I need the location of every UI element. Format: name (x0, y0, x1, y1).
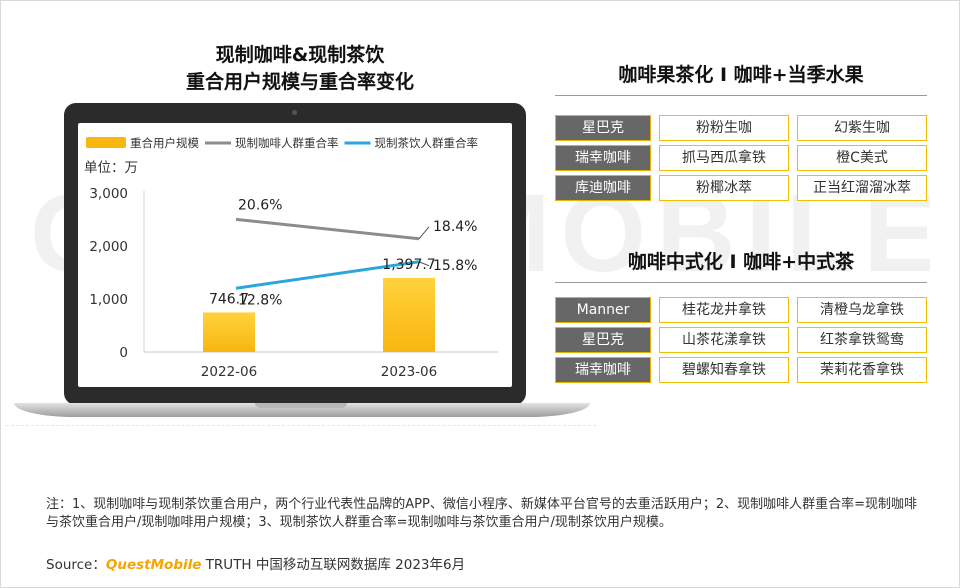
drink-cell: 正当红溜溜冰萃 (797, 175, 927, 201)
source-line: Source：QuestMobile TRUTH 中国移动互联网数据库 2023… (46, 553, 465, 573)
chart-title-line-1: 现制咖啡&现制茶饮 (215, 44, 385, 66)
bar-value-label: 746.7 (209, 291, 249, 307)
fruit-coffee-table: 星巴克 粉粉生咖 幻紫生咖 瑞幸咖啡 抓马西瓜拿铁 橙C美式 库迪咖啡 粉椰冰萃 正当红溜溜冰萃 (555, 115, 927, 205)
y-tick-label: 2,000 (89, 239, 128, 255)
y-tick-label: 1,000 (89, 292, 128, 308)
chart-title: 现制咖啡&现制茶饮 重合用户规模与重合率变化 (110, 42, 490, 96)
section-title-tea: 咖啡中式化 I 咖啡+中式茶 (555, 247, 927, 283)
source-brand: QuestMobile (105, 557, 202, 573)
laptop-shadow (6, 425, 596, 435)
drink-cell: 幻紫生咖 (797, 115, 927, 141)
drink-cell: 粉椰冰萃 (659, 175, 789, 201)
chart-title-line-2: 重合用户规模与重合率变化 (185, 71, 414, 93)
bar (203, 312, 255, 352)
brand-cell: Manner (555, 297, 651, 323)
table-row: 瑞幸咖啡 抓马西瓜拿铁 橙C美式 (555, 145, 927, 171)
legend-label: 重合用户规模 (130, 136, 199, 150)
y-tick-label: 0 (119, 345, 128, 361)
brand-cell: 瑞幸咖啡 (555, 145, 651, 171)
brand-cell: 瑞幸咖啡 (555, 357, 651, 383)
tea-coffee-table: Manner 桂花龙井拿铁 清橙乌龙拿铁 星巴克 山茶花漾拿铁 红茶拿铁鸳鸯 瑞幸咖啡 碧螺知… (555, 297, 927, 387)
table-row: 瑞幸咖啡 碧螺知春拿铁 茉莉花香拿铁 (555, 357, 927, 383)
drink-cell: 山茶花漾拿铁 (659, 327, 789, 353)
drink-cell: 橙C美式 (797, 145, 927, 171)
bar-value-label: 1,397.7 (382, 257, 435, 273)
legend-label: 现制茶饮人群重合率 (375, 136, 479, 150)
leader-line (418, 226, 430, 240)
rate-line (235, 260, 420, 290)
laptop-base (14, 403, 590, 417)
x-tick-label: 2022-06 (201, 364, 257, 380)
brand-cell: 星巴克 (555, 115, 651, 141)
y-axis-ticks: 0 1,000 2,000 3,000 (89, 186, 128, 361)
table-row: 星巴克 粉粉生咖 幻紫生咖 (555, 115, 927, 141)
drink-cell: 粉粉生咖 (659, 115, 789, 141)
line-series (235, 217, 430, 290)
legend-label: 现制咖啡人群重合率 (235, 136, 339, 150)
table-row: 星巴克 山茶花漾拿铁 红茶拿铁鸳鸯 (555, 327, 927, 353)
rate-value-label: 18.4% (433, 219, 477, 235)
table-row: 库迪咖啡 粉椰冰萃 正当红溜溜冰萃 (555, 175, 927, 201)
footnote: 注：1、现制咖啡与现制茶饮重合用户，两个行业代表性品牌的APP、微信小程序、新媒… (46, 497, 918, 530)
leader-line (418, 261, 430, 267)
drink-cell: 碧螺知春拿铁 (659, 357, 789, 383)
brand-cell: 星巴克 (555, 327, 651, 353)
rate-line (235, 217, 420, 241)
drink-cell: 抓马西瓜拿铁 (659, 145, 789, 171)
rate-value-label: 20.6% (238, 197, 282, 213)
x-axis-ticks: 2022-06 2023-06 (201, 364, 437, 380)
combo-chart: 重合用户规模 现制咖啡人群重合率 现制茶饮人群重合率 单位：万 0 1,000 2,00… (84, 136, 498, 380)
laptop-display (78, 123, 512, 387)
chart-legend: 重合用户规模 现制咖啡人群重合率 现制茶饮人群重合率 (86, 136, 478, 150)
laptop-notch (255, 403, 347, 408)
drink-cell: 茉莉花香拿铁 (797, 357, 927, 383)
brand-cell: 库迪咖啡 (555, 175, 651, 201)
rate-value-label: 12.8% (238, 292, 282, 308)
y-tick-label: 3,000 (89, 186, 128, 202)
rate-value-label: 15.8% (433, 258, 477, 274)
drink-cell: 红茶拿铁鸳鸯 (797, 327, 927, 353)
laptop-screen (64, 103, 526, 405)
section-title-fruit: 咖啡果茶化 I 咖啡+当季水果 (555, 60, 927, 96)
data-labels: 746.7 1,397.7 20.6% 18.4% 12.8% 15.8% (209, 197, 478, 308)
source-suffix: TRUTH 中国移动互联网数据库 2023年6月 (201, 557, 466, 573)
bar-series (203, 277, 435, 352)
source-prefix: Source： (46, 557, 106, 573)
x-tick-label: 2023-06 (381, 364, 437, 380)
laptop-camera (292, 110, 297, 115)
unit-label: 单位：万 (84, 160, 138, 176)
drink-cell: 桂花龙井拿铁 (659, 297, 789, 323)
table-row: Manner 桂花龙井拿铁 清橙乌龙拿铁 (555, 297, 927, 323)
legend-swatch-bar (86, 137, 126, 148)
drink-cell: 清橙乌龙拿铁 (797, 297, 927, 323)
bar (383, 277, 435, 352)
